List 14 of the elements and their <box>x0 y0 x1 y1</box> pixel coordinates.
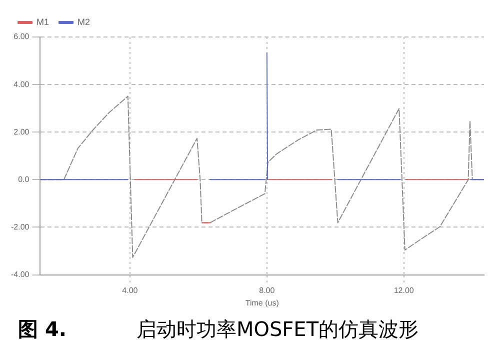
caption: 图 4. <box>18 316 66 343</box>
x-tick-label: 12.00 <box>394 286 414 295</box>
x-tick-label: 8.00 <box>259 286 276 295</box>
x-tick-label: 4.00 <box>122 286 138 295</box>
text: 启动时功率MOSFET的仿真波形 <box>136 316 419 343</box>
y-tick-label: 0.0 <box>18 174 30 184</box>
y-tick-label: -4.00 <box>11 270 30 280</box>
y-tick-label: 2.00 <box>14 127 30 136</box>
y-tick-label: 6.00 <box>14 32 30 42</box>
legend-label: M2 <box>78 16 90 27</box>
legend-label: M1 <box>36 16 50 27</box>
y-tick-label: -2.00 <box>11 222 30 232</box>
x-axis-title: Time (us) <box>245 298 280 308</box>
y-tick-label: 4.00 <box>14 80 30 89</box>
